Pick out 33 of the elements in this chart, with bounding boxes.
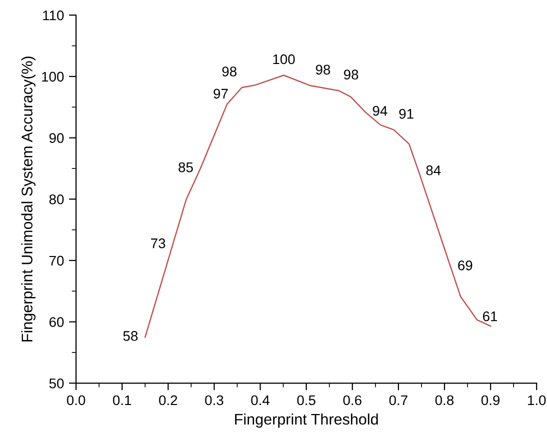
x-axis-title: Fingerprint Threshold (235, 413, 378, 428)
y-tick-label: 80 (49, 194, 64, 204)
x-tick-label: 0.8 (435, 395, 454, 406)
data-label: 98 (222, 66, 236, 76)
y-tick-label: 70 (49, 256, 64, 266)
data-label: 100 (273, 54, 295, 64)
y-tick-label: 100 (42, 72, 64, 82)
data-label: 98 (344, 70, 358, 80)
data-label: 61 (483, 311, 498, 322)
x-tick-label: 0.3 (205, 395, 224, 406)
y-axis-title: Fingerprint Unimodal System Accuracy(%) (21, 56, 36, 342)
data-label: 98 (316, 64, 330, 75)
x-tick-label: 0.7 (389, 395, 408, 406)
y-tick-label: 60 (49, 317, 64, 327)
x-tick-label: 0.5 (297, 395, 316, 406)
data-label: 85 (178, 162, 193, 172)
x-tick-label: 0.2 (159, 395, 178, 406)
x-tick-label: 0.4 (251, 395, 270, 406)
x-tick-label: 0.0 (66, 395, 86, 406)
y-tick-label: 90 (49, 133, 64, 143)
y-tick-label: 110 (43, 10, 64, 20)
x-tick-label: 0.1 (112, 395, 132, 406)
data-label: 69 (458, 260, 472, 270)
data-label: 94 (372, 106, 388, 116)
x-tick-label: 0.9 (481, 395, 500, 406)
data-label: 97 (214, 88, 228, 99)
data-label: 73 (151, 238, 166, 248)
data-label: 91 (399, 108, 414, 119)
y-tick-label: 50 (49, 378, 64, 388)
data-label: 58 (123, 331, 138, 341)
x-tick-label: 1.0 (528, 395, 546, 406)
x-tick-label: 0.6 (343, 395, 362, 406)
data-label: 84 (426, 165, 441, 176)
